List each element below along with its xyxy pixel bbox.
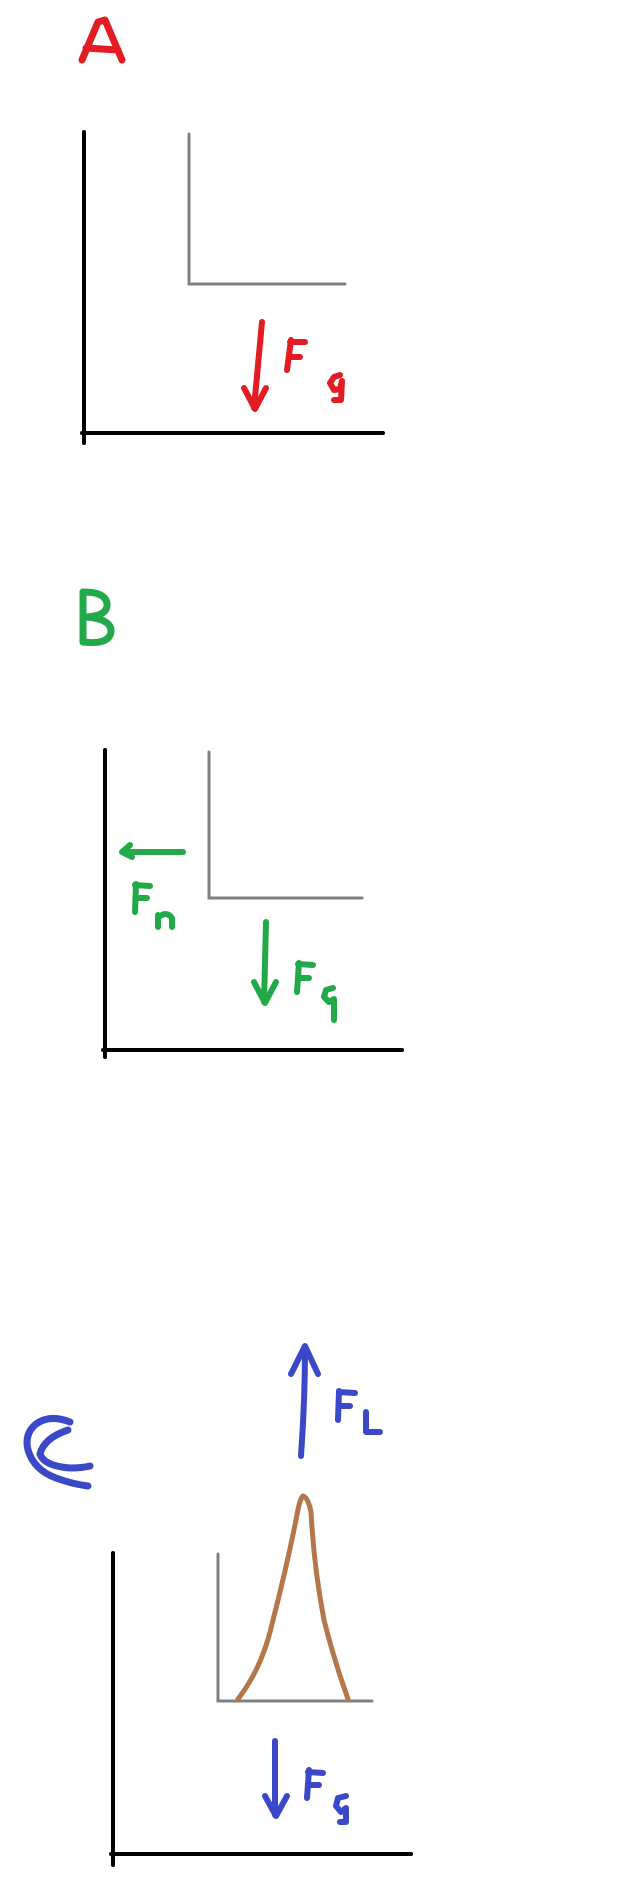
panel-c-gravity-label: Fg [0,0,349,1825]
panel-c-object [216,1552,374,1703]
panel-c-letter: C [23,1415,94,1490]
panel-a: A Fg [78,16,385,445]
panel-b-letter: B [79,588,115,646]
panel-c-peak-shape [235,1493,351,1702]
panel-b: B Fn [79,588,404,1059]
panel-b-object [207,750,364,900]
panel-c-lift-label: FL [335,1388,383,1435]
panel-c-lift-arrow [288,1343,321,1459]
panel-a-gravity-label: Fg [284,337,345,403]
panel-b-gravity-label: Fg [294,960,337,1023]
panel-a-gravity-arrow [241,319,269,412]
panel-c: C FL [0,0,413,1867]
panel-a-object [187,132,347,286]
panel-c-gravity-arrow [262,1738,290,1819]
panel-b-normal-label: Fn [132,881,175,930]
panel-b-normal-arrow [119,842,186,860]
panel-a-letter: A [78,16,126,64]
panel-c-gravity-label-text: Fg [0,0,2,1]
panel-b-gravity-arrow [251,919,279,1006]
